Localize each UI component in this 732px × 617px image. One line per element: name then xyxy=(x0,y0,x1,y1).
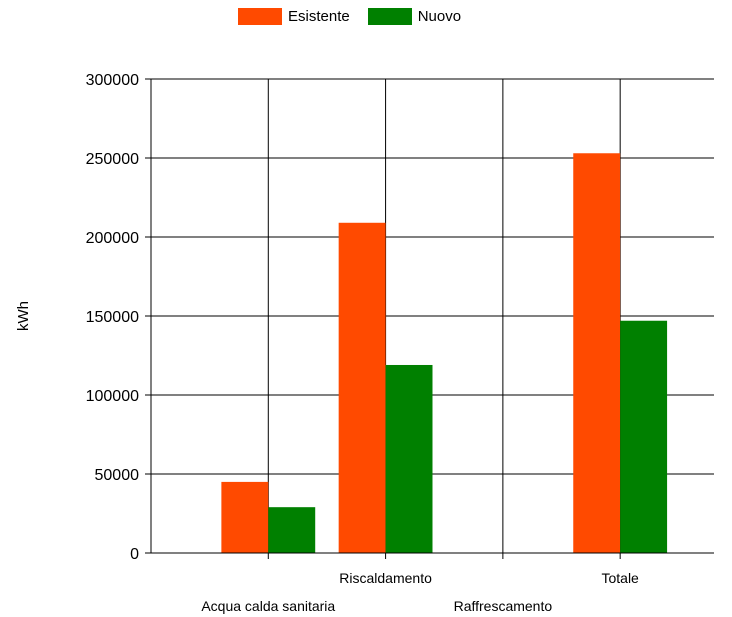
bar-esistente-1 xyxy=(338,222,386,553)
x-category-label-3: Totale xyxy=(601,570,639,586)
bar-esistente-0 xyxy=(221,481,269,553)
legend-swatch-nuovo xyxy=(367,8,412,25)
y-tick-label-3: 150000 xyxy=(86,309,139,326)
x-category-label-1: Riscaldamento xyxy=(339,570,432,586)
bar-esistente-3 xyxy=(573,153,621,553)
y-tick-label-5: 250000 xyxy=(86,151,139,168)
axes xyxy=(145,78,714,559)
legend-item-nuovo: Nuovo xyxy=(367,8,462,25)
y-axis-title: kWh xyxy=(15,301,32,331)
y-tick-label-6: 300000 xyxy=(86,72,139,89)
legend: Esistente Nuovo xyxy=(238,8,479,25)
legend-swatch-esistente xyxy=(238,8,282,25)
legend-item-esistente: Esistente xyxy=(238,8,350,25)
bars xyxy=(221,153,668,553)
tick-labels: 0 50000 100000 150000 200000 250000 300000 Acqu… xyxy=(86,72,639,614)
y-tick-label-2: 100000 xyxy=(86,388,139,405)
y-tick-label-1: 50000 xyxy=(95,467,140,484)
x-category-label-2: Raffrescamento xyxy=(454,598,553,614)
legend-label-nuovo: Nuovo xyxy=(417,8,462,25)
bar-nuovo-3 xyxy=(620,320,668,553)
bar-nuovo-1 xyxy=(385,364,433,553)
x-category-label-0: Acqua calda sanitaria xyxy=(201,598,335,614)
bar-nuovo-0 xyxy=(268,507,316,553)
y-tick-label-0: 0 xyxy=(130,546,139,563)
legend-label-esistente: Esistente xyxy=(288,8,350,25)
y-tick-label-4: 200000 xyxy=(86,230,139,247)
